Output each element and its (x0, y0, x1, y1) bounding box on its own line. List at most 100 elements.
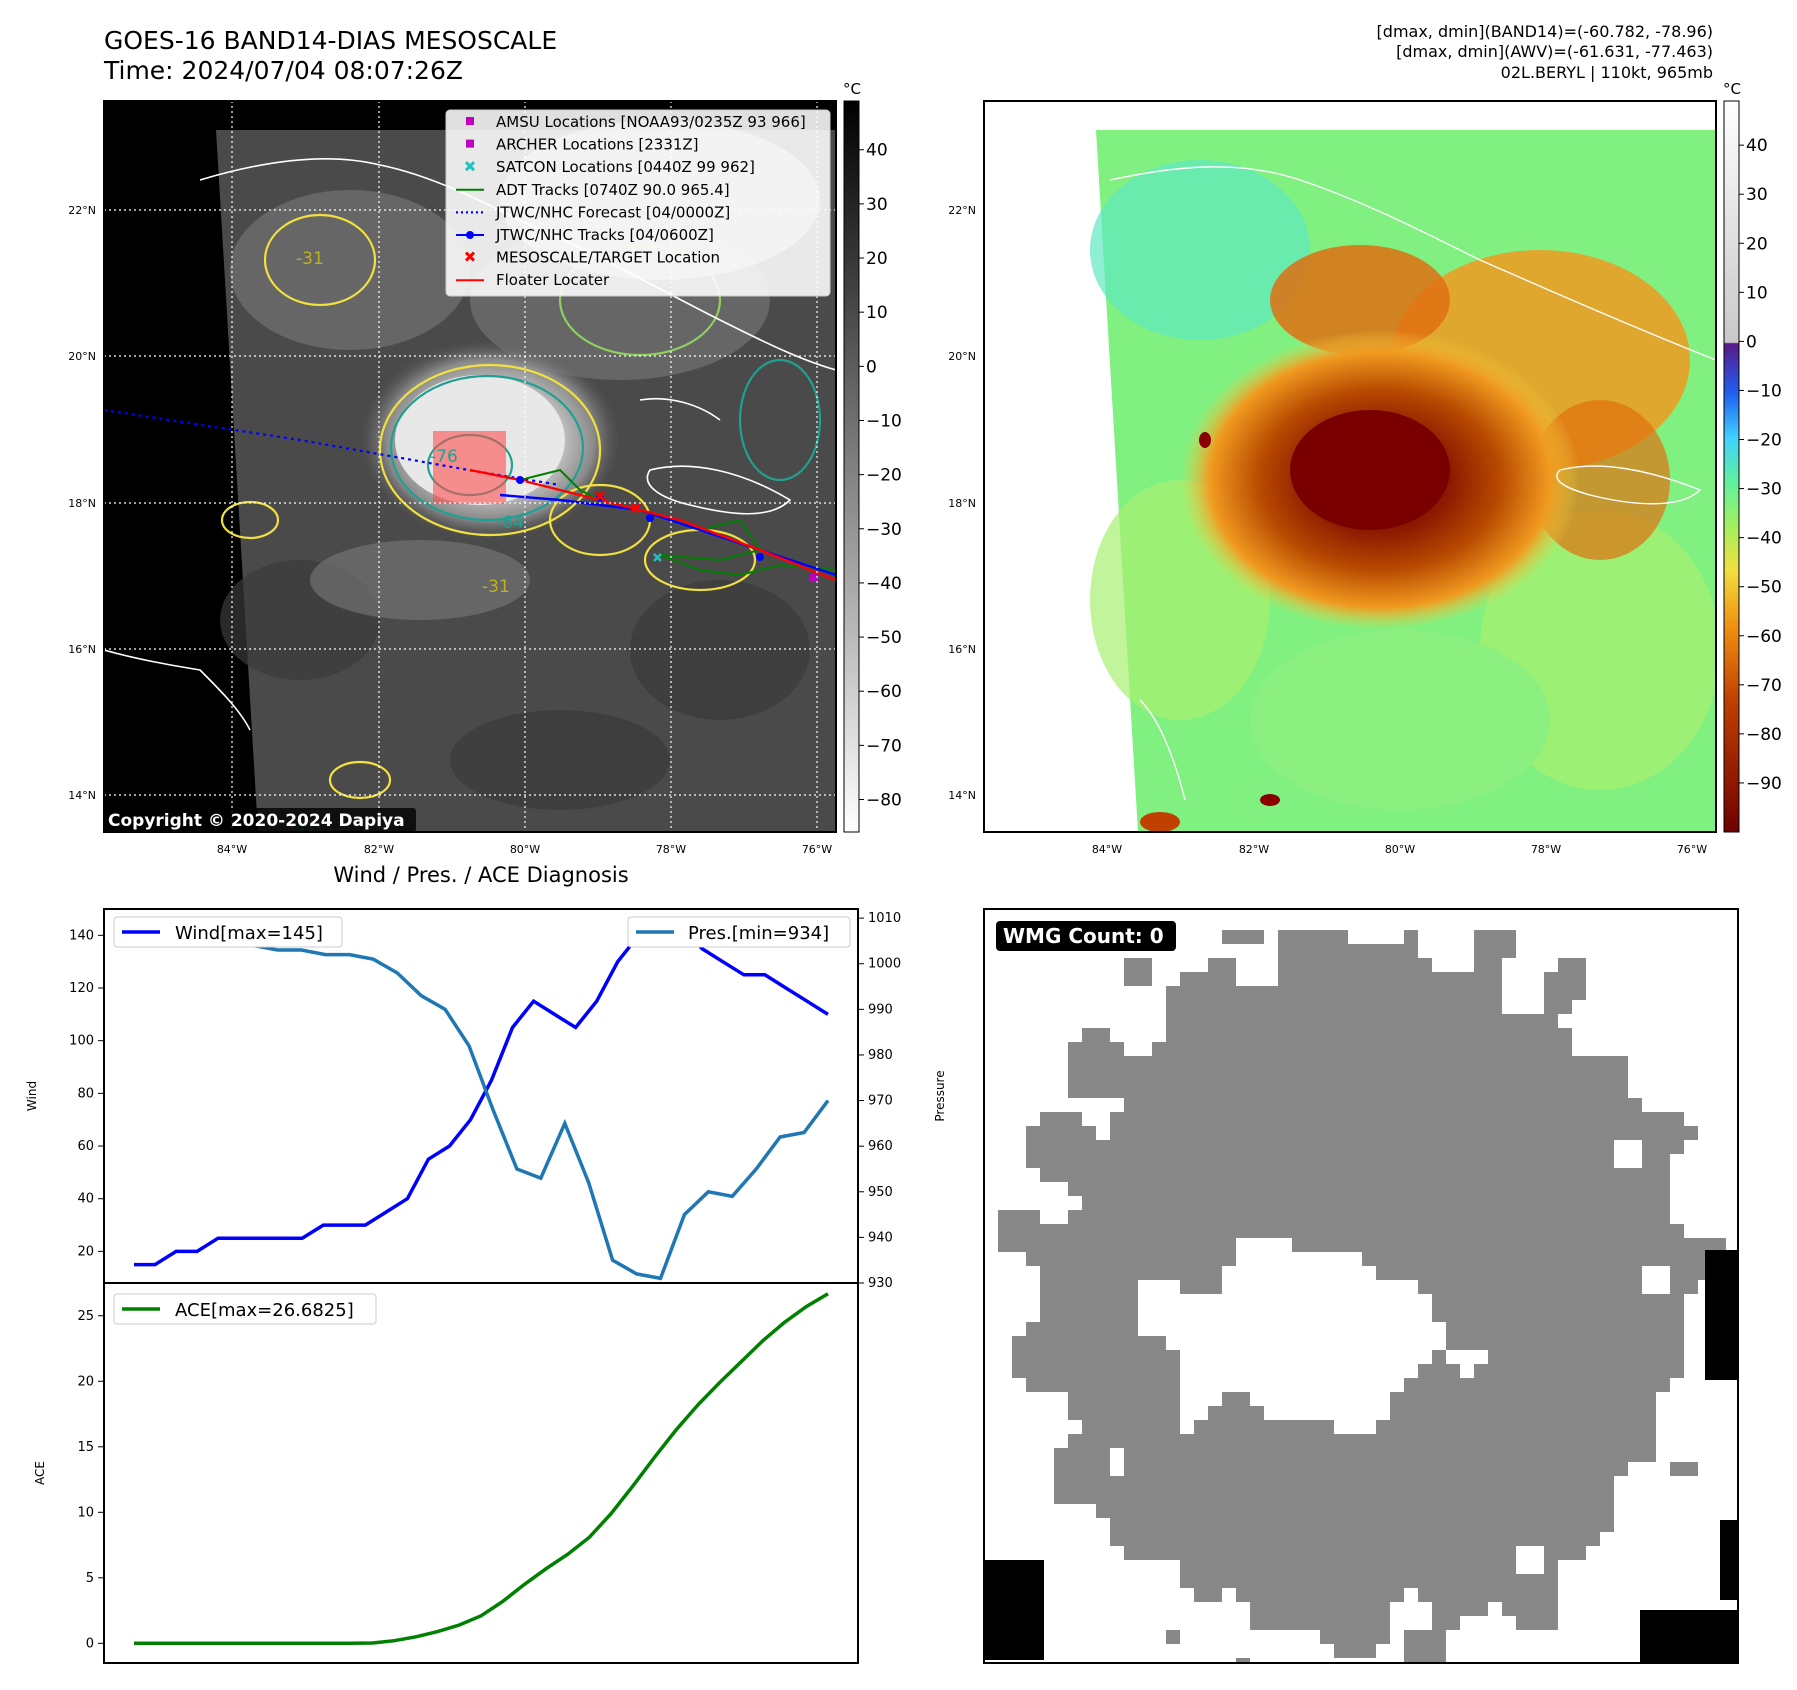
wmg-cell (1544, 1210, 1558, 1224)
wmg-cell (1530, 1574, 1544, 1588)
wmg-cell (1292, 958, 1306, 972)
wmg-cell (1096, 1336, 1110, 1350)
wmg-cell (1418, 1378, 1432, 1392)
ace-ytick-label: 5 (86, 1571, 94, 1586)
wmg-cell (1180, 1504, 1194, 1518)
wmg-cell (1656, 1182, 1670, 1196)
lat-tick-awv: 16°N (948, 643, 976, 656)
wmg-cell (1208, 1252, 1222, 1266)
wmg-cell (1040, 1224, 1054, 1238)
wmg-cell (1292, 986, 1306, 1000)
wmg-cell (1432, 1658, 1446, 1663)
wmg-cell (1390, 944, 1404, 958)
wmg-cell (1334, 1014, 1348, 1028)
wmg-cell (1152, 1392, 1166, 1406)
wmg-cell (1614, 1210, 1628, 1224)
wmg-cell (1516, 1042, 1530, 1056)
wmg-cell (1516, 1462, 1530, 1476)
wmg-cell (1586, 1420, 1600, 1434)
wmg-cell (1474, 1252, 1488, 1266)
wmg-cell (1194, 1266, 1208, 1280)
wmg-cell (1292, 1448, 1306, 1462)
wmg-cell (1432, 1112, 1446, 1126)
wmg-cell (1516, 1252, 1530, 1266)
wmg-cell (1152, 1518, 1166, 1532)
wmg-cell (1446, 1140, 1460, 1154)
wmg-cell (1166, 1098, 1180, 1112)
wmg-cell (1124, 1266, 1138, 1280)
wmg-cell (1166, 1154, 1180, 1168)
wmg-cell (1138, 1098, 1152, 1112)
wmg-cell (1502, 1126, 1516, 1140)
wmg-cell (1264, 1574, 1278, 1588)
wmg-cell (1110, 1210, 1124, 1224)
wmg-cell (1264, 1112, 1278, 1126)
wmg-cell (1488, 1140, 1502, 1154)
wmg-cell (1642, 1406, 1656, 1420)
wmg-cell (1110, 1420, 1124, 1434)
wmg-cell (1544, 1308, 1558, 1322)
wmg-cell (1362, 1602, 1376, 1616)
wmg-cell (1124, 1518, 1138, 1532)
wmg-cell (1362, 1532, 1376, 1546)
wmg-cell (1068, 1070, 1082, 1084)
wmg-cell (1446, 1028, 1460, 1042)
wmg-cell (1082, 1182, 1096, 1196)
wmg-cell (1544, 1028, 1558, 1042)
wmg-cell (1278, 930, 1292, 944)
wmg-cell (1376, 1546, 1390, 1560)
wmg-cell (1068, 1434, 1082, 1448)
wmg-cell (1558, 986, 1572, 1000)
wmg-cell (1516, 1308, 1530, 1322)
awv-cb-label: −70 (1746, 676, 1782, 696)
wmg-cell (1642, 1154, 1656, 1168)
wmg-cell (1040, 1378, 1054, 1392)
wmg-cell (1670, 1112, 1684, 1126)
wmg-cell (1320, 1154, 1334, 1168)
wmg-cell (1124, 1364, 1138, 1378)
wmg-cell (1348, 1196, 1362, 1210)
wmg-cell (1264, 1042, 1278, 1056)
wmg-cell (1348, 1588, 1362, 1602)
wmg-cell (1628, 1406, 1642, 1420)
wmg-cell (1502, 1112, 1516, 1126)
wmg-cell (1292, 1546, 1306, 1560)
wmg-cell (1138, 1070, 1152, 1084)
wmg-cell (1348, 1070, 1362, 1084)
wmg-cell (1320, 1084, 1334, 1098)
wmg-cell (1516, 1056, 1530, 1070)
wmg-cell (1194, 1000, 1208, 1014)
wmg-cell (1474, 1546, 1488, 1560)
wmg-cell (1488, 1042, 1502, 1056)
wmg-cell (1194, 1238, 1208, 1252)
wmg-cell (1432, 1616, 1446, 1630)
wmg-cell (1082, 1252, 1096, 1266)
wmg-cell (1516, 1518, 1530, 1532)
wmg-cell (1446, 1196, 1460, 1210)
wmg-cell (1404, 1112, 1418, 1126)
wmg-cell (1264, 1588, 1278, 1602)
wmg-cell (1222, 1518, 1236, 1532)
wmg-cell (1586, 1518, 1600, 1532)
wmg-cell (1124, 1392, 1138, 1406)
wmg-cell (1628, 1112, 1642, 1126)
wmg-cell (1082, 1378, 1096, 1392)
wmg-cell (1250, 1532, 1264, 1546)
wmg-cell (1418, 1084, 1432, 1098)
wmg-cell (1516, 1112, 1530, 1126)
legend-label: Floater Locater (496, 271, 610, 289)
wmg-cell (1194, 1532, 1208, 1546)
wmg-cell (1068, 1126, 1082, 1140)
wmg-cell (1656, 1112, 1670, 1126)
wmg-cell (1474, 1182, 1488, 1196)
ir-cb-label: −70 (866, 736, 902, 756)
wmg-cell (1222, 1182, 1236, 1196)
ir-map-frame (103, 100, 837, 833)
wmg-cell (1278, 1518, 1292, 1532)
wmg-cell (1432, 1224, 1446, 1238)
wmg-cell (1166, 1000, 1180, 1014)
wmg-cell (1544, 1546, 1558, 1560)
wmg-cell (1418, 1154, 1432, 1168)
wmg-cell (1264, 1210, 1278, 1224)
